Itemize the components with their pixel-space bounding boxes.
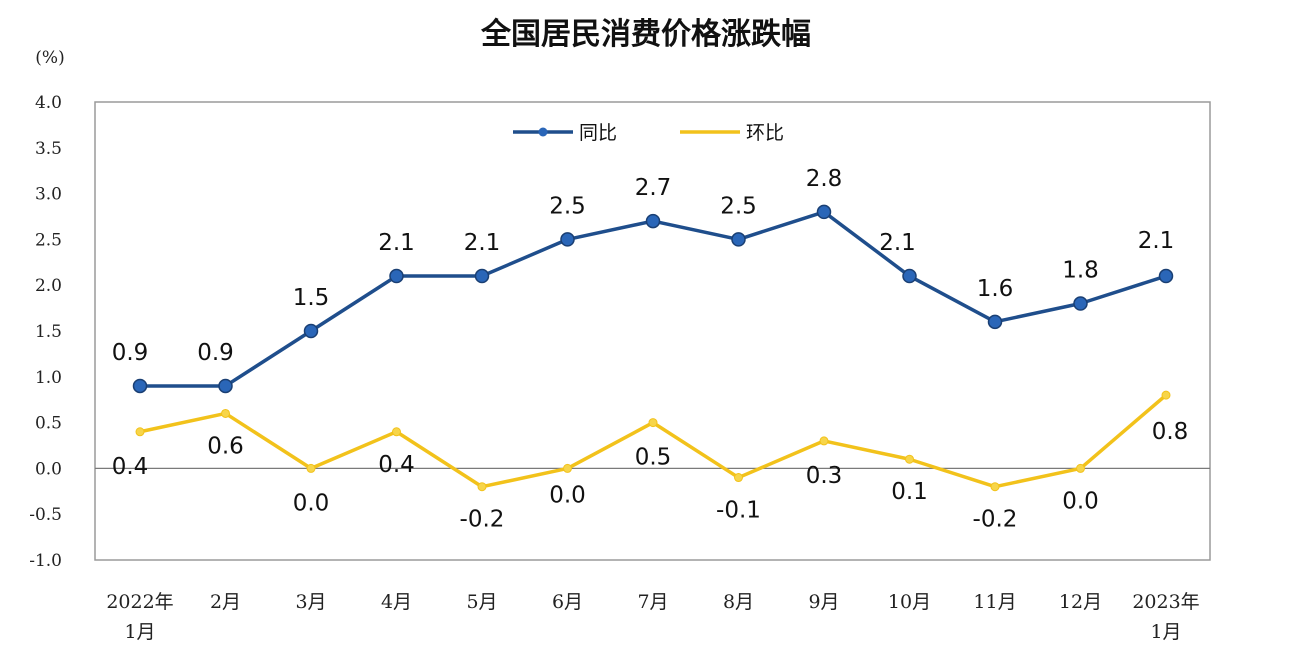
yoy-data-label: 2.1 xyxy=(1138,228,1175,254)
mom-data-point xyxy=(306,463,316,473)
mom-data-label: 0.0 xyxy=(293,490,330,516)
yoy-data-point xyxy=(132,378,148,394)
yoy-data-label: 0.9 xyxy=(112,340,149,366)
mom-data-point xyxy=(1076,463,1085,473)
yoy-data-label: 2.1 xyxy=(378,230,415,256)
yoy-data-label: 0.9 xyxy=(197,340,234,366)
mom-data-point xyxy=(734,473,743,483)
mom-data-point xyxy=(135,427,145,437)
x-tick-label: 12月 xyxy=(1059,591,1102,613)
yoy-data-label: 1.6 xyxy=(977,276,1014,302)
mom-legend-label: 环比 xyxy=(746,122,784,144)
y-tick-label: -1.0 xyxy=(29,551,62,571)
mom-data-point xyxy=(905,454,914,464)
y-tick-label: 0.0 xyxy=(35,459,62,479)
y-tick-label: 4.0 xyxy=(35,93,62,113)
mom-data-point xyxy=(221,408,230,418)
mom-data-point xyxy=(819,436,829,446)
yoy-data-point xyxy=(474,268,490,284)
yoy-data-point xyxy=(987,314,1003,330)
x-tick-label: 7月 xyxy=(637,591,668,613)
y-axis: 4.0 3.5 3.0 2.5 2.0 1.5 1.0 0.5 0.0 -0.5 -1.0 xyxy=(29,93,62,571)
y-tick-label: 1.0 xyxy=(35,368,62,388)
yoy-legend-marker xyxy=(538,127,548,137)
x-tick-label: 2月 xyxy=(210,591,241,613)
yoy-data-label: 1.8 xyxy=(1062,258,1099,284)
yoy-legend-label: 同比 xyxy=(579,122,617,144)
y-tick-label: 3.5 xyxy=(35,139,62,159)
y-tick-label: 0.5 xyxy=(35,414,62,434)
series-layer: 0.9 0.9 1.5 2.1 2.1 2.5 2.7 2.5 2.8 2.1 1.6 1.8 2.1 0… xyxy=(112,166,1189,533)
x-tick-label: 2022年 xyxy=(106,591,173,613)
yoy-data-label: 2.8 xyxy=(806,166,843,192)
mom-data-point xyxy=(990,482,1000,492)
x-tick-label: 9月 xyxy=(808,591,839,613)
y-unit-label: (%) xyxy=(35,48,64,68)
yoy-data-point xyxy=(389,268,404,284)
mom-data-label: 0.1 xyxy=(891,479,928,505)
mom-data-label: -0.1 xyxy=(716,498,761,524)
yoy-data-point xyxy=(560,232,575,247)
y-tick-label: 2.5 xyxy=(35,230,62,250)
x-tick-label: 10月 xyxy=(888,591,931,613)
legend: 同比 环比 xyxy=(513,122,784,144)
mom-data-label: 0.4 xyxy=(378,452,415,478)
yoy-data-point xyxy=(1158,268,1174,284)
yoy-data-point xyxy=(1073,296,1088,311)
mom-data-label: 0.4 xyxy=(112,454,149,480)
mom-data-label: -0.2 xyxy=(973,507,1018,533)
yoy-data-label: 2.1 xyxy=(464,230,501,256)
y-tick-label: 2.0 xyxy=(35,276,62,296)
mom-data-point xyxy=(563,463,572,473)
mom-data-label: 0.3 xyxy=(806,463,843,489)
mom-data-label: -0.2 xyxy=(460,507,505,533)
mom-data-point xyxy=(392,427,401,437)
yoy-data-label: 2.7 xyxy=(635,175,672,201)
y-tick-label: -0.5 xyxy=(29,505,62,525)
x-tick-label: 3月 xyxy=(295,591,326,613)
x-tick-label: 4月 xyxy=(381,591,412,613)
x-tick-label: 2023年 xyxy=(1132,591,1199,613)
yoy-data-label: 1.5 xyxy=(293,285,330,311)
mom-data-label: 0.8 xyxy=(1152,419,1189,445)
mom-data-point xyxy=(1161,390,1171,400)
yoy-data-label: 2.1 xyxy=(879,230,916,256)
x-tick-label: 11月 xyxy=(973,591,1016,613)
yoy-data-point xyxy=(731,232,746,247)
mom-data-label: 0.0 xyxy=(549,482,586,508)
y-tick-label: 3.0 xyxy=(35,185,62,205)
yoy-data-point xyxy=(645,213,661,229)
x-tick-label: 1月 xyxy=(1150,621,1181,643)
x-tick-label: 6月 xyxy=(552,591,583,613)
mom-data-label: 0.0 xyxy=(1062,488,1099,514)
yoy-data-label: 2.5 xyxy=(720,193,757,219)
yoy-data-label: 2.5 xyxy=(549,193,586,219)
plot-area xyxy=(94,101,1211,561)
yoy-data-point xyxy=(218,378,233,394)
x-axis: 2022年 1月 2月 3月 4月 5月 6月 7月 8月 9月 10月 11月 12月 2023年 1月 xyxy=(106,591,1199,643)
x-tick-label: 8月 xyxy=(723,591,754,613)
mom-data-point xyxy=(648,418,658,428)
mom-data-point xyxy=(477,482,487,492)
yoy-data-point xyxy=(303,323,319,339)
y-tick-label: 1.5 xyxy=(35,322,62,342)
x-tick-label: 1月 xyxy=(124,621,155,643)
mom-data-label: 0.5 xyxy=(635,445,672,471)
x-tick-label: 5月 xyxy=(466,591,497,613)
yoy-data-point xyxy=(816,204,832,220)
chart-title: 全国居民消费价格涨跌幅 xyxy=(480,17,811,52)
yoy-data-point xyxy=(902,268,917,284)
mom-data-label: 0.6 xyxy=(207,433,244,459)
